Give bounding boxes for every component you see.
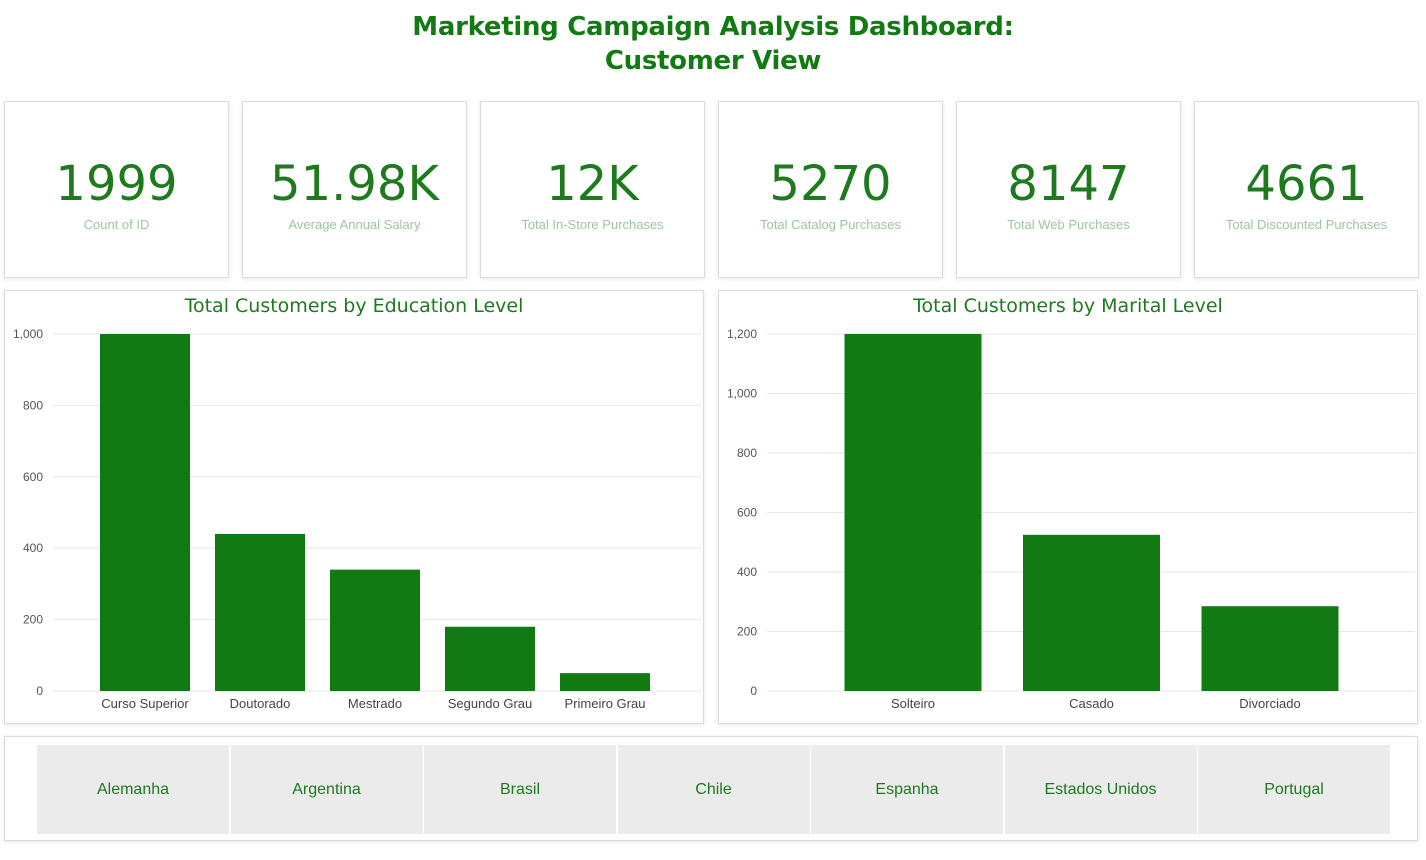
slicer-item-chile[interactable]: Chile <box>617 745 810 834</box>
kpi-value: 5270 <box>769 156 892 212</box>
kpi-label: Total Discounted Purchases <box>1225 217 1388 232</box>
y-tick-label: 600 <box>23 470 43 484</box>
y-tick-label: 1,000 <box>727 387 757 401</box>
x-category-label: Divorciado <box>1239 696 1300 711</box>
bar-doutorado[interactable] <box>215 533 305 691</box>
slicer-item-espanha[interactable]: Espanha <box>811 745 1003 834</box>
y-tick-label: 1,200 <box>727 327 757 341</box>
x-category-label: Curso Superior <box>101 696 189 711</box>
x-category-label: Casado <box>1069 696 1114 711</box>
y-tick-label: 400 <box>23 541 43 555</box>
kpi-label: Total In-Store Purchases <box>521 217 664 232</box>
y-tick-label: 400 <box>737 565 757 579</box>
slicer-item-portugal[interactable]: Portugal <box>1198 745 1390 834</box>
y-tick-label: 0 <box>36 684 43 698</box>
y-tick-label: 0 <box>750 684 757 698</box>
y-tick-label: 1,000 <box>13 327 43 341</box>
kpi-value: 8147 <box>1007 156 1130 212</box>
kpi-card-web-purchases: 8147 Total Web Purchases <box>956 101 1181 278</box>
x-category-label: Mestrado <box>348 696 402 711</box>
y-tick-label: 200 <box>737 625 757 639</box>
page-title-line-2: Customer View <box>604 46 822 76</box>
kpi-value: 4661 <box>1245 156 1368 212</box>
country-slicer-row: Alemanha Argentina Brasil Chile Espanha Estad… <box>37 745 1392 834</box>
bar-solteiro[interactable] <box>844 334 982 691</box>
education-chart-title: Total Customers by Education Level <box>184 295 524 317</box>
y-tick-label: 600 <box>737 506 757 520</box>
bar-mestrado[interactable] <box>330 569 420 691</box>
bar-casado[interactable] <box>1023 534 1160 691</box>
bar-segundo-grau[interactable] <box>445 626 535 691</box>
marital-bar-chart: 0 200 400 600 800 1,000 1,200 Solteiro Casado Div… <box>727 327 1415 711</box>
education-bar-chart: 0 200 400 600 800 1,000 Curso Superior Doutorad… <box>13 327 701 711</box>
x-category-label: Solteiro <box>891 696 935 711</box>
y-tick-label: 200 <box>23 613 43 627</box>
kpi-card-average-salary: 51.98K Average Annual Salary <box>242 101 467 278</box>
bar-curso-superior[interactable] <box>100 334 190 691</box>
marital-chart-card: 0 200 400 600 800 1,000 1,200 Solteiro Casado Div… <box>718 290 1418 724</box>
x-category-label: Primeiro Grau <box>565 696 646 711</box>
x-category-label: Segundo Grau <box>448 696 533 711</box>
slicer-item-alemanha[interactable]: Alemanha <box>37 745 229 834</box>
slicer-item-argentina[interactable]: Argentina <box>230 745 423 834</box>
kpi-card-count-id: 1999 Count of ID <box>4 101 229 278</box>
kpi-label: Average Annual Salary <box>288 217 421 232</box>
page-title: Marketing Campaign Analysis Dashboard: C… <box>0 10 1426 78</box>
bar-primeiro-grau[interactable] <box>560 673 650 691</box>
education-chart-card: 0 200 400 600 800 1,000 Curso Superior Doutorad… <box>4 290 704 724</box>
kpi-card-discounted-purchases: 4661 Total Discounted Purchases <box>1194 101 1419 278</box>
kpi-value: 1999 <box>55 156 178 212</box>
country-slicer: Alemanha Argentina Brasil Chile Espanha Estad… <box>4 736 1418 841</box>
y-tick-label: 800 <box>23 398 43 412</box>
bar-divorciado[interactable] <box>1201 606 1339 691</box>
slicer-item-brasil[interactable]: Brasil <box>424 745 616 834</box>
slicer-item-estados-unidos[interactable]: Estados Unidos <box>1004 745 1197 834</box>
kpi-label: Total Catalog Purchases <box>760 217 901 232</box>
kpi-label: Total Web Purchases <box>1007 217 1130 232</box>
marital-chart-title: Total Customers by Marital Level <box>913 295 1223 317</box>
kpi-label: Count of ID <box>83 217 150 232</box>
x-category-label: Doutorado <box>230 696 291 711</box>
kpi-card-catalog-purchases: 5270 Total Catalog Purchases <box>718 101 943 278</box>
kpi-card-in-store-purchases: 12K Total In-Store Purchases <box>480 101 705 278</box>
y-tick-label: 800 <box>737 446 757 460</box>
kpi-value: 51.98K <box>270 156 439 212</box>
kpi-value: 12K <box>546 156 639 212</box>
page-title-line-1: Marketing Campaign Analysis Dashboard: <box>412 12 1014 42</box>
